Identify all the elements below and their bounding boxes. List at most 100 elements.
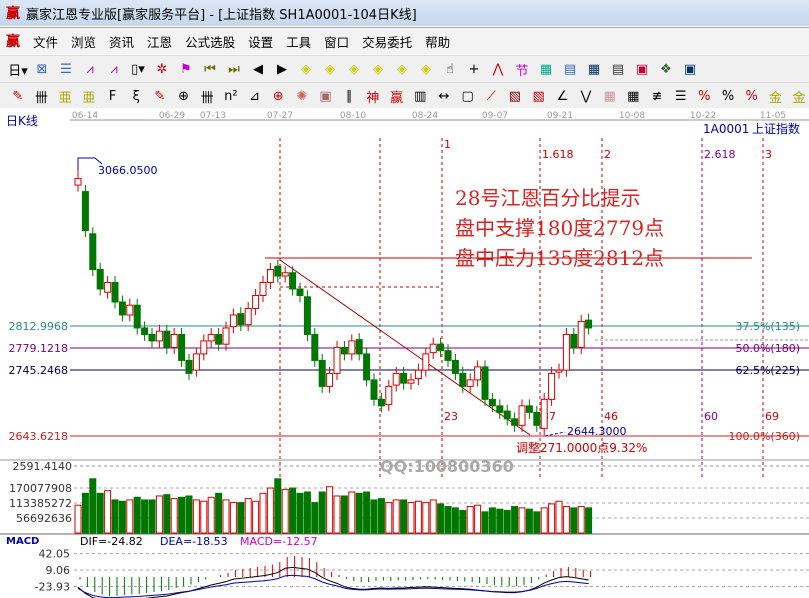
annotation-text: 盘中压力135度2812点 xyxy=(455,246,664,270)
volume-bar xyxy=(311,502,319,534)
volume-bar xyxy=(192,499,200,534)
chart-style-icon[interactable]: ⊠ xyxy=(36,61,48,77)
nav-zoom-icon[interactable]: ◈ xyxy=(421,61,431,77)
nav-left-icon[interactable]: ◈ xyxy=(301,61,311,77)
candle-body xyxy=(252,294,260,309)
date-tick: 10-08 xyxy=(619,111,645,121)
save-icon[interactable]: ▣ xyxy=(635,61,649,77)
candle-type-dropdown[interactable]: ▯▾ xyxy=(131,61,145,77)
trend-line xyxy=(279,259,531,436)
wave3-icon[interactable]: ⩘ xyxy=(86,61,94,77)
nav-right-icon[interactable]: ◈ xyxy=(325,61,335,77)
nav-expand-icon[interactable]: ◈ xyxy=(349,61,359,77)
menu-window[interactable]: 窗口 xyxy=(324,34,350,50)
gann-fan-icon[interactable]: ▧ xyxy=(532,88,545,104)
gold-grid2-icon[interactable]: 亜 xyxy=(82,90,96,106)
percent-slash-icon[interactable]: % xyxy=(698,88,711,104)
fib-price-label: 2643.6218 xyxy=(9,430,69,443)
circle-grid-icon[interactable]: ⊕ xyxy=(178,88,189,104)
width-icon[interactable]: ↔ xyxy=(438,88,450,104)
volume-bar xyxy=(266,487,274,534)
crosshair-icon[interactable]: + xyxy=(468,61,480,77)
menu-gann[interactable]: 江恩 xyxy=(147,34,173,50)
square-icon[interactable]: ▣ xyxy=(319,88,332,104)
candle-body xyxy=(104,281,112,293)
menu-info[interactable]: 资讯 xyxy=(109,34,135,50)
flag-icon[interactable]: ⚑ xyxy=(180,61,192,77)
percent-icon[interactable]: % xyxy=(721,88,735,104)
lines-icon[interactable]: 卌 xyxy=(200,90,214,106)
volume-bar xyxy=(74,504,82,534)
gold-grid-icon[interactable]: 亜 xyxy=(58,90,72,106)
gann-icon[interactable]: ✲ xyxy=(156,61,168,77)
coin-icon[interactable]: 金 xyxy=(768,90,782,106)
hatch-icon[interactable]: ≢ xyxy=(651,88,663,104)
percent-lines-icon[interactable]: % xyxy=(745,88,758,104)
zigzag-icon[interactable]: ⋁ xyxy=(580,88,592,104)
volume-bar xyxy=(104,490,112,534)
festival-icon[interactable]: 节 xyxy=(515,63,529,79)
notes-icon[interactable]: ☰ xyxy=(60,61,72,77)
n2-icon[interactable]: n² xyxy=(224,88,238,104)
candle-body xyxy=(311,333,319,361)
volume-tick: 113385272 xyxy=(9,497,72,510)
kline-chart[interactable]: 06-14 06-29 07-13 07-27 08-10 08-24 09-07 09-21… xyxy=(0,108,809,598)
volume-bar xyxy=(163,494,171,534)
hand-icon[interactable]: ☝ xyxy=(446,61,454,77)
star-icon[interactable]: ✺ xyxy=(296,88,308,104)
menu-trade[interactable]: 交易委托 xyxy=(362,34,413,50)
volume-bar xyxy=(126,499,134,534)
volume-bar xyxy=(281,488,289,534)
grid-icon[interactable]: ▦ xyxy=(603,88,616,104)
angle-line-icon[interactable]: ∠ xyxy=(556,88,569,104)
volume-bar xyxy=(414,500,422,534)
list-icon[interactable]: ☰ xyxy=(674,88,687,104)
computer-icon[interactable]: ▣ xyxy=(683,61,697,77)
gann-box-icon[interactable]: ▧ xyxy=(508,88,522,104)
network-icon[interactable]: ❖ xyxy=(660,61,672,77)
calendar-icon[interactable]: ▤ xyxy=(563,61,577,77)
last-icon[interactable]: ⏭ xyxy=(228,61,240,77)
cycle-top-label: 1 xyxy=(444,138,451,151)
grid2-icon[interactable]: ▦ xyxy=(627,88,640,104)
candle-body xyxy=(89,233,97,271)
calculator-icon[interactable]: ▦ xyxy=(587,61,601,77)
ruler-icon[interactable]: ▥ xyxy=(414,88,427,104)
period-day-dropdown[interactable]: 日▾ xyxy=(8,63,28,79)
spiral-icon[interactable]: ξ xyxy=(132,88,140,104)
nav-shrink-icon[interactable]: ◈ xyxy=(373,61,383,77)
gold-lines-icon[interactable]: 金 xyxy=(792,90,806,106)
right-icon[interactable]: ▶ xyxy=(277,61,287,77)
pen-icon[interactable]: ✎ xyxy=(12,88,24,104)
ying-icon[interactable]: 赢 xyxy=(390,90,404,106)
macd-tick: 42.05 xyxy=(39,548,71,561)
fib-f-icon[interactable]: F xyxy=(108,88,117,104)
first-icon[interactable]: ⏮ xyxy=(204,61,216,77)
cycle-bottom-label: 46 xyxy=(604,410,618,423)
left-icon[interactable]: ◀ xyxy=(253,61,263,77)
nav-center-icon[interactable]: ◈ xyxy=(397,61,407,77)
menu-formula[interactable]: 公式选股 xyxy=(185,34,236,50)
palette-icon[interactable]: ▦ xyxy=(539,61,553,77)
fan-icon[interactable]: ⟋ xyxy=(486,88,496,104)
triangle-icon[interactable]: ⊿ xyxy=(249,88,260,104)
menu-help[interactable]: 帮助 xyxy=(425,34,451,50)
candle-body xyxy=(111,281,119,303)
polyline-icon[interactable]: ⋀ xyxy=(492,61,504,77)
menu-file[interactable]: 文件 xyxy=(33,34,59,50)
wave9-icon[interactable]: ⩘ xyxy=(110,61,118,77)
menu-tools[interactable]: 工具 xyxy=(286,34,312,50)
shen-icon[interactable]: 神 xyxy=(366,90,380,106)
volume-bar xyxy=(155,495,163,534)
box-icon[interactable]: ▢ xyxy=(461,88,474,104)
angle-icon[interactable]: ∥ xyxy=(345,88,353,104)
target-icon[interactable]: ⊕ xyxy=(272,88,284,104)
menu-browse[interactable]: 浏览 xyxy=(71,34,97,50)
document-icon[interactable]: ▤ xyxy=(611,61,625,77)
date-tick: 07-27 xyxy=(267,111,293,121)
parallel-lines-icon[interactable]: 卌 xyxy=(35,90,49,106)
menu-settings[interactable]: 设置 xyxy=(248,34,274,50)
candle-body xyxy=(570,333,578,348)
pen-red-icon[interactable]: ✎ xyxy=(154,88,166,104)
macd-tick: -23.93 xyxy=(35,580,70,593)
